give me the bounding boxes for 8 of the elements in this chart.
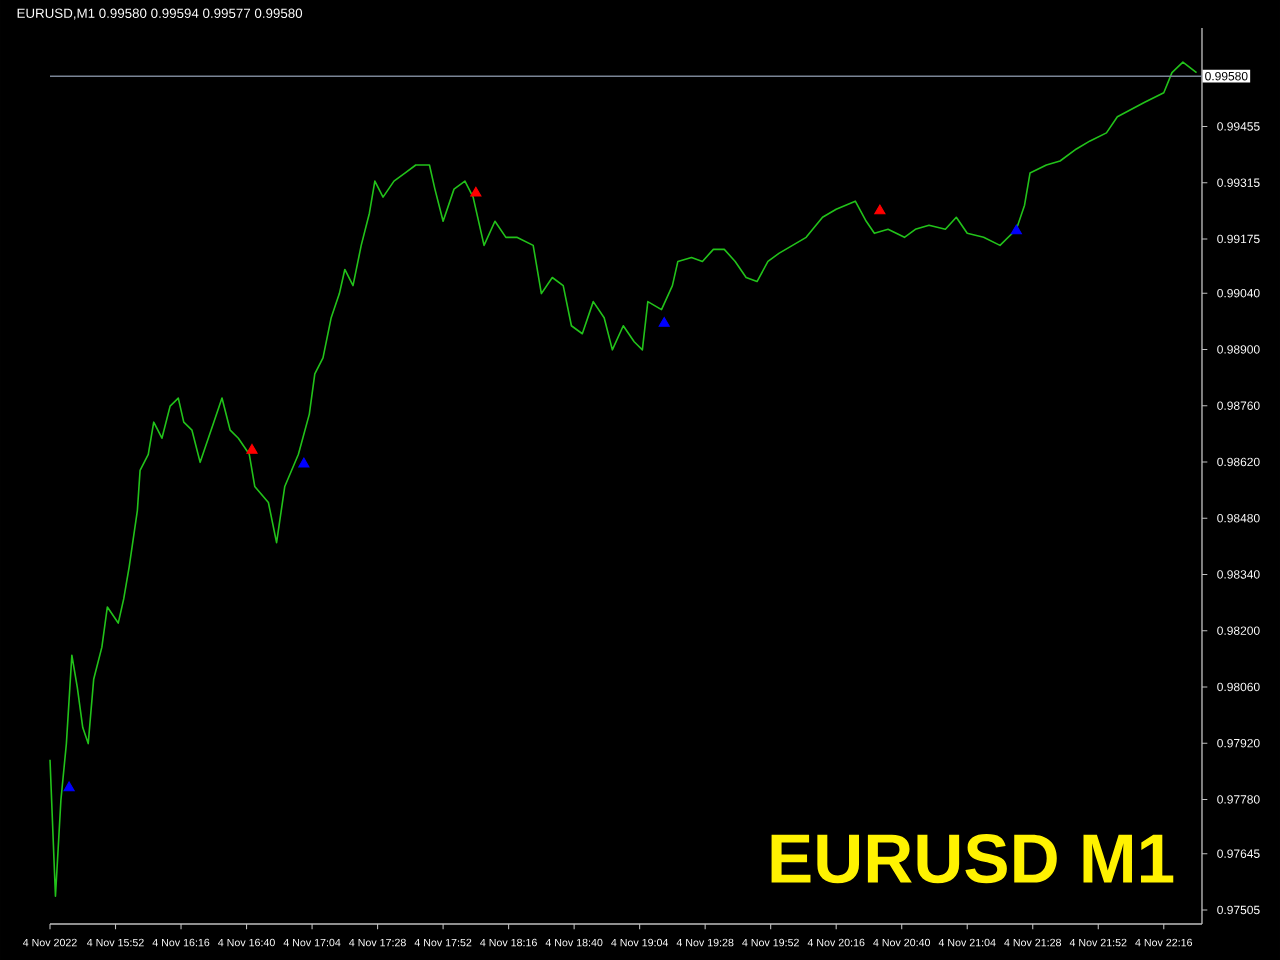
- point: [298, 457, 310, 468]
- point: [658, 316, 670, 327]
- point: [1010, 224, 1022, 235]
- point: [874, 204, 886, 215]
- point: [246, 443, 258, 454]
- point: [470, 186, 482, 197]
- point: [63, 781, 75, 792]
- annotation: EURUSD M1: [771, 834, 1174, 884]
